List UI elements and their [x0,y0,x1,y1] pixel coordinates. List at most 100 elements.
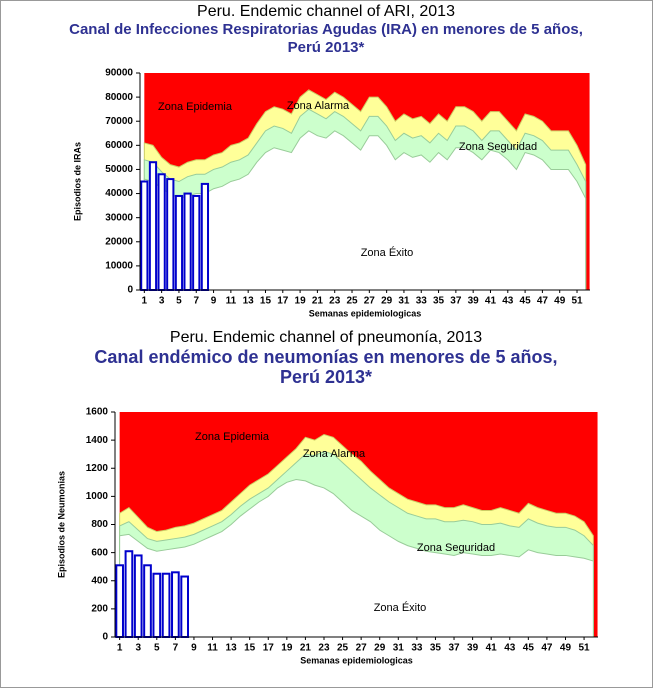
x-tick-label: 33 [416,296,428,307]
chart-title: Perú 2013* [280,367,372,387]
bar [200,182,210,292]
x-tick-label: 27 [356,643,368,654]
x-tick-label: 29 [381,296,393,307]
chart-title: Canal de Infecciones Respiratorias Aguda… [69,21,583,38]
x-tick-label: 21 [300,643,312,654]
y-tick-label: 400 [91,575,108,586]
y-tick-label: 600 [91,547,108,558]
y-tick-label: 0 [102,632,108,643]
x-tick-label: 29 [374,643,386,654]
y-tick-label: 50000 [105,164,133,175]
x-tick-label: 47 [541,643,553,654]
x-tick-label: 19 [295,296,307,307]
x-tick-label: 49 [560,643,572,654]
x-tick-label: 23 [329,296,341,307]
bar [174,194,184,291]
x-tick-label: 51 [571,296,583,307]
channel-area [143,130,587,291]
x-axis-label: Semanas epidemiologicas [300,655,413,665]
x-tick-label: 49 [554,296,566,307]
y-tick-label: 1600 [86,407,109,418]
x-tick-label: 15 [260,296,272,307]
y-tick-label: 1200 [86,463,109,474]
zone-label: Zona Alarma [287,100,350,112]
bar [180,575,190,638]
x-tick-label: 21 [312,296,324,307]
x-tick-label: 31 [398,296,410,307]
x-tick-label: 43 [502,296,514,307]
x-tick-label: 19 [281,643,293,654]
x-tick-label: 33 [411,643,423,654]
bar [157,173,166,291]
x-tick-label: 41 [485,296,497,307]
x-tick-label: 17 [263,643,275,654]
bar [161,572,171,638]
zone-label: Zona Epidemia [158,101,233,113]
x-tick-label: 23 [318,643,330,654]
chart-title: Canal endémico de neumonías en menores d… [94,347,557,367]
y-tick-label: 1000 [86,491,109,502]
y-axis-label: Episodios de IRAs [72,142,82,221]
y-tick-label: 200 [91,604,108,615]
bar [115,564,124,638]
x-tick-label: 13 [226,643,238,654]
bar [148,161,158,291]
bar [140,180,149,291]
x-tick-label: 9 [211,296,217,307]
y-tick-label: 30000 [105,212,133,223]
y-tick-label: 1400 [86,435,109,446]
y-axis-label: Episodios de Neumonias [56,471,66,578]
y-tick-label: 40000 [105,188,133,199]
x-tick-label: 13 [243,296,255,307]
x-tick-label: 7 [173,643,179,654]
x-tick-label: 3 [159,296,165,307]
x-tick-label: 47 [537,296,549,307]
x-tick-label: 15 [244,643,256,654]
zone-label: Zona Éxito [361,246,414,259]
x-tick-label: 5 [176,296,182,307]
x-tick-label: 3 [135,643,141,654]
x-tick-label: 7 [193,296,199,307]
x-tick-label: 45 [523,643,535,654]
x-tick-label: 5 [154,643,160,654]
caption: Peru. Endemic channel of pneumonía, 2013 [170,329,482,346]
x-tick-label: 27 [364,296,376,307]
y-tick-label: 20000 [105,236,133,247]
x-tick-label: 9 [191,643,197,654]
x-tick-label: 1 [142,296,148,307]
bar [171,571,180,638]
y-tick-label: 90000 [105,68,133,79]
x-tick-label: 35 [430,643,442,654]
zone-label: Zona Alarma [303,448,366,460]
bar [183,192,192,291]
x-tick-label: 17 [277,296,289,307]
x-tick-label: 11 [226,296,237,307]
x-tick-label: 37 [448,643,460,654]
x-tick-label: 39 [467,643,479,654]
x-tick-label: 31 [393,643,405,654]
x-tick-label: 51 [579,643,591,654]
y-tick-label: 800 [91,519,108,530]
x-tick-label: 35 [433,296,445,307]
bar [152,572,162,638]
y-tick-label: 10000 [105,261,133,272]
bar [124,550,134,638]
x-tick-label: 43 [504,643,516,654]
y-tick-label: 80000 [105,92,133,103]
channel-area [119,478,594,638]
y-tick-label: 60000 [105,140,133,151]
x-tick-label: 25 [337,643,349,654]
y-tick-label: 0 [127,285,133,296]
x-tick-label: 37 [450,296,462,307]
y-tick-label: 70000 [105,116,133,127]
x-tick-label: 45 [520,296,532,307]
bar [166,178,175,291]
x-tick-label: 41 [486,643,498,654]
chart-title: Perú 2013* [288,39,365,56]
x-axis-label: Semanas epidemiologicas [309,308,422,318]
caption: Peru. Endemic channel of ARI, 2013 [197,3,455,20]
x-tick-label: 11 [207,643,218,654]
zone-label: Zona Seguridad [417,542,495,554]
x-tick-label: 25 [346,296,358,307]
